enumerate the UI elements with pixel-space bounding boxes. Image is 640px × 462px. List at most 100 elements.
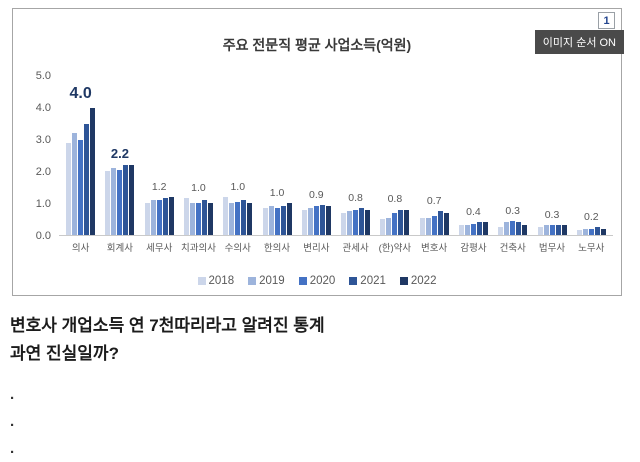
legend-label: 2021 xyxy=(360,275,386,287)
bar-group: 1.0 수의사 xyxy=(223,76,253,254)
bar-2019 xyxy=(464,225,470,235)
bar-2021 xyxy=(398,209,404,235)
bar-2019 xyxy=(189,203,195,235)
legend-item: 2020 xyxy=(298,275,336,287)
bar-2020 xyxy=(588,228,594,235)
x-axis-label: 변호사 xyxy=(421,243,448,254)
bar-2020 xyxy=(353,209,359,235)
bar-2020 xyxy=(78,139,84,235)
plot-area: 4.0 의사 2.2 회계사 1.2 세무사 1.0 치과의사 1.0 수의사 1.0 한의사 0.9 변… xyxy=(59,76,613,254)
bar-2021 xyxy=(516,222,522,235)
x-axis-label: 세무사 xyxy=(146,243,173,254)
legend-swatch-icon xyxy=(248,277,257,285)
legend-label: 2019 xyxy=(259,275,285,287)
legend-item: 2021 xyxy=(349,275,386,287)
post-text-line-2: 과연 진실일까? xyxy=(10,344,119,363)
bar-2022 xyxy=(561,225,567,235)
y-axis-tick: 1.0 xyxy=(35,198,51,210)
bar-2021 xyxy=(319,204,325,235)
bar-2019 xyxy=(347,211,353,235)
legend-swatch-icon xyxy=(399,277,408,285)
post-text-line-1: 변호사 개업소득 연 7천따리라고 알려진 통계 xyxy=(10,316,325,335)
bar-2018 xyxy=(223,196,229,235)
bar-2020 xyxy=(274,207,280,235)
group-value-label: 0.3 xyxy=(544,209,560,222)
legend-label: 2022 xyxy=(410,275,437,287)
bar-2020 xyxy=(510,220,516,235)
post-dot-line: . xyxy=(10,386,15,403)
bar-2018 xyxy=(301,209,307,235)
group-value-label: 1.0 xyxy=(191,182,206,195)
x-axis-label: 관세사 xyxy=(342,243,369,254)
bar-2019 xyxy=(425,217,431,235)
bar-group: 0.8 (한)약사 xyxy=(379,76,412,254)
legend-label: 2018 xyxy=(208,275,235,287)
bar-2019 xyxy=(504,222,510,235)
bar-2021 xyxy=(84,123,90,235)
bar-2018 xyxy=(576,230,582,235)
group-value-label: 0.4 xyxy=(466,206,481,219)
image-order-toggle[interactable]: 이미지 순서 ON xyxy=(534,30,624,54)
bar-2018 xyxy=(341,212,347,235)
bar-2021 xyxy=(594,227,600,235)
bar-group: 0.3 건축사 xyxy=(498,76,528,254)
bar-2022 xyxy=(443,212,449,235)
bar-2020 xyxy=(470,223,476,235)
bar-2022 xyxy=(522,225,528,235)
bar-group: 1.0 한의사 xyxy=(262,76,292,254)
group-value-label: 1.2 xyxy=(151,180,167,193)
bar-2019 xyxy=(229,203,235,235)
bar-2022 xyxy=(404,209,410,235)
bar-group: 0.9 변리사 xyxy=(301,76,331,254)
y-axis-tick: 3.0 xyxy=(35,134,51,146)
legend-item: 2019 xyxy=(248,275,285,287)
bar-2022 xyxy=(286,203,292,235)
bar-group: 1.2 세무사 xyxy=(144,76,174,254)
x-axis-label: 건축사 xyxy=(499,243,526,254)
bar-2018 xyxy=(458,225,464,235)
legend-label: 2020 xyxy=(309,275,336,287)
bar-group: 0.8 관세사 xyxy=(341,76,371,254)
post-body: 변호사 개업소득 연 7천따리라고 알려진 통계 과연 진실일까? . . . xyxy=(10,312,325,462)
group-value-label: 4.0 xyxy=(69,85,92,102)
y-axis: 5.0 4.0 3.0 2.0 1.0 0.0 xyxy=(13,70,57,242)
x-axis-label: 법무사 xyxy=(538,243,566,254)
bar-2022 xyxy=(90,107,96,235)
bar-2018 xyxy=(537,227,543,235)
bar-group: 0.3 법무사 xyxy=(537,76,567,254)
x-axis-label: 의사 xyxy=(71,243,90,254)
post-dot-line: . xyxy=(10,440,15,457)
x-axis-label: 수의사 xyxy=(224,243,251,254)
x-axis-label: 노무사 xyxy=(578,243,605,254)
legend-swatch-icon xyxy=(349,277,358,285)
bar-2018 xyxy=(183,198,189,235)
bar-2019 xyxy=(582,228,588,235)
group-value-label: 0.7 xyxy=(426,195,442,207)
bar-group: 2.2 회계사 xyxy=(105,76,135,254)
group-value-label: 1.0 xyxy=(269,187,285,199)
bar-2020 xyxy=(549,225,555,235)
bar-2019 xyxy=(268,206,274,235)
bar-2020 xyxy=(195,203,201,235)
bar-2022 xyxy=(482,222,488,235)
group-value-label: 0.8 xyxy=(387,193,403,206)
bar-2019 xyxy=(150,200,156,235)
legend-item: 2022 xyxy=(399,275,437,287)
group-value-label: 0.3 xyxy=(505,204,521,217)
bar-2022 xyxy=(129,165,135,235)
bar-2020 xyxy=(235,201,241,235)
bar-2018 xyxy=(66,142,72,235)
x-axis-label: (한)약사 xyxy=(378,243,412,254)
bar-2022 xyxy=(247,203,253,235)
bar-2021 xyxy=(280,206,286,235)
post-dot-line: . xyxy=(10,413,15,430)
y-axis-tick: 2.0 xyxy=(35,166,51,178)
bar-2022 xyxy=(207,203,213,235)
bar-2021 xyxy=(476,222,482,235)
bar-2018 xyxy=(498,227,504,235)
bar-2021 xyxy=(162,198,168,235)
bar-2019 xyxy=(543,225,549,235)
group-value-label: 2.2 xyxy=(110,145,129,161)
image-viewer-box: 1 이미지 순서 ON 주요 전문직 평균 사업소득(억원) 5.0 4.0 3.0… xyxy=(12,8,624,296)
bar-2021 xyxy=(555,225,561,235)
